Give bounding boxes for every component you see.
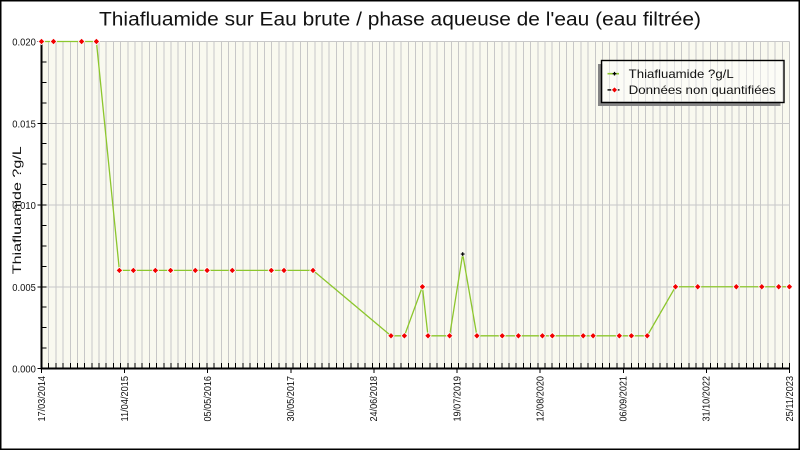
svg-text:0.000: 0.000 [12,365,36,376]
svg-text:Thiafluamide ?g/L: Thiafluamide ?g/L [629,67,734,81]
svg-text:05/05/2016: 05/05/2016 [203,376,214,422]
svg-text:06/09/2021: 06/09/2021 [619,376,630,422]
svg-text:Thiafluamide ?g/L: Thiafluamide ?g/L [10,146,24,274]
svg-text:31/10/2022: 31/10/2022 [702,376,713,422]
svg-text:24/06/2018: 24/06/2018 [369,376,380,422]
svg-text:Données non quantifiées: Données non quantifiées [629,83,776,97]
svg-text:12/08/2020: 12/08/2020 [535,376,546,422]
svg-text:0.020: 0.020 [12,38,36,49]
svg-text:0.005: 0.005 [12,283,36,294]
svg-text:25/11/2023: 25/11/2023 [785,376,796,422]
svg-text:11/04/2015: 11/04/2015 [120,376,131,422]
svg-text:0.010: 0.010 [12,201,36,212]
svg-text:0.015: 0.015 [12,119,36,130]
svg-text:19/07/2019: 19/07/2019 [452,376,463,422]
svg-text:Thiafluamide sur Eau brute / p: Thiafluamide sur Eau brute / phase aqueu… [99,10,701,31]
svg-text:17/03/2014: 17/03/2014 [37,376,48,422]
svg-text:30/05/2017: 30/05/2017 [286,376,297,422]
